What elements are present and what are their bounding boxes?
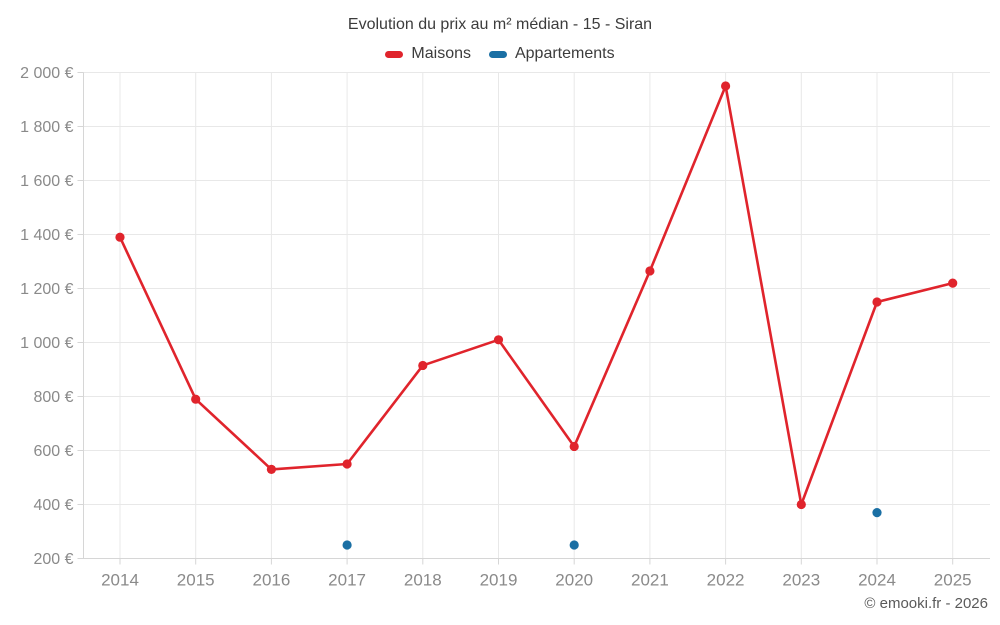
x-axis-label: 2018 <box>404 571 442 590</box>
maisons-swatch-icon <box>385 50 404 58</box>
data-point-maisons-2015[interactable] <box>191 394 201 404</box>
data-point-maisons-2014[interactable] <box>115 232 125 242</box>
series-line-maisons <box>497 338 576 448</box>
x-axis-label: 2014 <box>101 571 139 590</box>
y-axis-label: 1 200 € <box>20 281 73 298</box>
x-axis-label: 2016 <box>252 571 290 590</box>
chart-legend: Maisons Appartements <box>0 45 1000 63</box>
x-axis-label: 2024 <box>858 571 896 590</box>
legend-item-maisons[interactable]: Maisons <box>385 45 471 63</box>
x-axis-label: 2020 <box>555 571 593 590</box>
data-point-maisons-2022[interactable] <box>721 81 731 91</box>
legend-item-appartements[interactable]: Appartements <box>488 45 615 63</box>
y-axis-label: 600 € <box>33 443 73 460</box>
y-axis-label: 2 000 € <box>20 65 73 82</box>
data-point-maisons-2019[interactable] <box>493 335 504 345</box>
x-axis-label: 2022 <box>707 571 745 590</box>
appartements-swatch-icon <box>488 50 507 58</box>
chart-title: Evolution du prix au m² médian - 15 - Si… <box>347 16 653 33</box>
data-point-maisons-2020[interactable] <box>569 441 579 452</box>
x-axis-label: 2015 <box>177 571 215 590</box>
data-point-maisons-2024[interactable] <box>872 297 882 307</box>
y-axis-label: 200 € <box>33 551 73 568</box>
data-point-maisons-2021[interactable] <box>645 266 655 276</box>
data-point-appartements-2024[interactable] <box>872 507 882 518</box>
series-line-maisons <box>421 338 500 367</box>
series-line-maisons <box>270 462 349 471</box>
series-line-maisons <box>194 397 273 471</box>
x-axis-label: 2017 <box>328 571 366 590</box>
x-axis-label: 2021 <box>631 571 669 590</box>
series-line-maisons <box>875 281 955 304</box>
legend-label-maisons: Maisons <box>411 45 471 62</box>
series-line-maisons <box>799 300 879 506</box>
y-axis-label: 400 € <box>33 497 73 514</box>
copyright-footer: © emooki.fr - 2026 <box>864 595 988 612</box>
y-axis-label: 1 000 € <box>20 335 73 352</box>
x-axis-label: 2019 <box>480 571 518 590</box>
y-axis-label: 800 € <box>33 389 73 406</box>
data-point-maisons-2017[interactable] <box>342 459 352 469</box>
series-line-maisons <box>648 84 727 273</box>
y-axis-label: 1 800 € <box>20 119 73 136</box>
data-point-maisons-2018[interactable] <box>418 360 428 371</box>
x-axis-label: 2025 <box>934 571 972 590</box>
series-line-maisons <box>724 84 803 506</box>
data-point-maisons-2016[interactable] <box>266 464 276 474</box>
series-line-maisons <box>572 269 652 448</box>
data-point-maisons-2023[interactable] <box>796 499 806 510</box>
y-axis-label: 1 600 € <box>20 173 73 190</box>
y-axis-label: 1 400 € <box>20 227 73 244</box>
legend-label-appartements: Appartements <box>514 45 615 62</box>
data-point-appartements-2017[interactable] <box>342 540 352 550</box>
series-line-maisons <box>345 364 425 466</box>
data-point-maisons-2025[interactable] <box>948 278 958 288</box>
series-line-maisons <box>118 235 197 401</box>
data-point-appartements-2020[interactable] <box>569 540 579 550</box>
x-axis-label: 2023 <box>782 571 820 590</box>
